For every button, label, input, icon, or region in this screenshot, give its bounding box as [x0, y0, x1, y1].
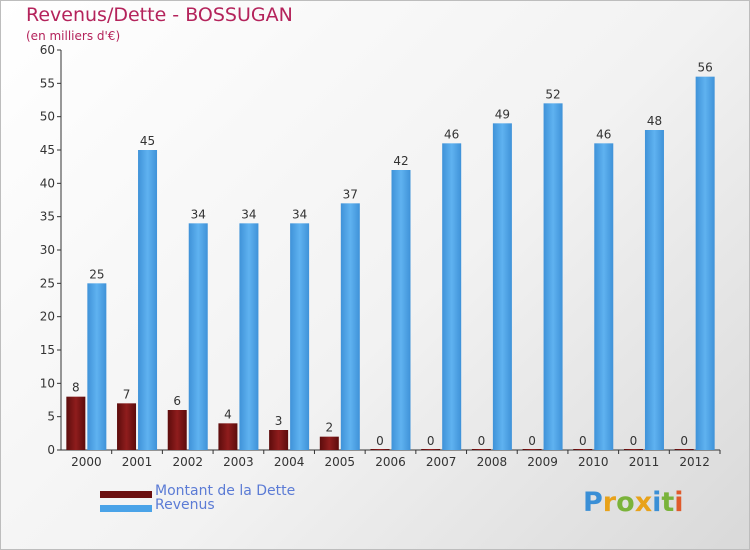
data-label-dette: 0 [478, 434, 486, 448]
x-tick-label: 2005 [325, 455, 356, 469]
bar-revenus [695, 76, 715, 451]
data-label-revenus: 46 [444, 127, 459, 141]
legend-label-revenus: Revenus [155, 497, 215, 513]
data-label-revenus: 46 [596, 127, 611, 141]
data-label-revenus: 52 [545, 87, 560, 101]
logo-letter: r [602, 487, 617, 518]
bar-revenus [543, 103, 563, 450]
bar-dette [522, 449, 542, 450]
data-label-dette: 2 [325, 421, 333, 435]
data-label-revenus: 25 [89, 267, 104, 281]
legend-swatch-revenus [100, 505, 152, 512]
y-tick-label: 60 [40, 43, 55, 57]
x-tick-label: 2000 [71, 455, 102, 469]
data-label-revenus: 34 [241, 207, 256, 221]
data-label-revenus: 49 [495, 107, 510, 121]
data-label-dette: 6 [173, 394, 181, 408]
data-label-dette: 3 [275, 414, 283, 428]
data-label-dette: 0 [528, 434, 536, 448]
bar-dette [218, 423, 238, 450]
x-tick-label: 2008 [477, 455, 508, 469]
bar-dette [370, 449, 390, 450]
bar-dette [674, 449, 694, 450]
data-label-dette: 0 [376, 434, 384, 448]
y-tick-label: 35 [40, 210, 55, 224]
bar-revenus [188, 223, 208, 450]
chart-title: Revenus/Dette - BOSSUGAN [26, 4, 293, 26]
bar-revenus [644, 130, 664, 450]
y-tick-label: 15 [40, 343, 55, 357]
bar-revenus [492, 123, 512, 450]
data-label-revenus: 34 [191, 207, 206, 221]
y-tick-label: 50 [40, 110, 55, 124]
bar-revenus [391, 170, 411, 450]
bar-dette [421, 449, 441, 450]
logo-letter: i [674, 487, 684, 518]
data-label-dette: 7 [123, 387, 131, 401]
proxiti-logo: Proxiti [583, 487, 684, 518]
bar-dette [623, 449, 643, 450]
data-label-dette: 0 [630, 434, 638, 448]
y-tick-label: 45 [40, 143, 55, 157]
data-labels: 8 25 7 45 6 34 4 34 3 34 2 37 0 42 0 46 0 49 0 52 0 46 0 48 0 56 [72, 61, 713, 448]
data-label-dette: 0 [680, 434, 688, 448]
y-tick-label: 55 [40, 76, 55, 90]
y-tick-label: 25 [40, 276, 55, 290]
data-label-revenus: 37 [343, 187, 358, 201]
data-label-dette: 8 [72, 381, 80, 395]
x-tick-label: 2002 [172, 455, 203, 469]
legend-swatch-debt [100, 491, 152, 498]
bar-revenus [340, 203, 360, 450]
x-tick-label: 2001 [122, 455, 153, 469]
data-label-revenus: 56 [698, 61, 713, 75]
x-tick-label: 2004 [274, 455, 305, 469]
bar-dette [471, 449, 491, 450]
x-tick-label: 2003 [223, 455, 254, 469]
bar-dette [573, 449, 593, 450]
x-tick-label: 2012 [679, 455, 710, 469]
data-label-dette: 4 [224, 407, 232, 421]
y-tick-label: 0 [47, 443, 55, 457]
logo-letter: x [634, 487, 653, 518]
data-label-dette: 0 [579, 434, 587, 448]
bar-dette [319, 436, 339, 450]
logo-letter: i [652, 487, 662, 518]
bar-dette [117, 403, 137, 450]
bar-revenus [594, 143, 614, 451]
logo-letter: t [661, 487, 675, 518]
x-tick-label: 2007 [426, 455, 457, 469]
data-label-revenus: 48 [647, 114, 662, 128]
logo-letter: o [616, 487, 635, 518]
bar-dette [66, 396, 86, 450]
x-tick-label: 2011 [629, 455, 660, 469]
logo-letter: P [583, 487, 603, 518]
data-label-dette: 0 [427, 434, 435, 448]
y-tick-label: 20 [40, 310, 55, 324]
y-tick-label: 30 [40, 243, 55, 257]
bar-dette [167, 410, 187, 450]
bar-revenus [87, 283, 107, 450]
data-label-revenus: 34 [292, 207, 307, 221]
x-tick-label: 2006 [375, 455, 406, 469]
bar-revenus [290, 223, 310, 450]
y-tick-label: 40 [40, 176, 55, 190]
data-label-revenus: 45 [140, 134, 155, 148]
legend-label-debt: Montant de la Dette [155, 483, 296, 499]
y-tick-label: 5 [47, 410, 55, 424]
bar-revenus [138, 150, 158, 450]
x-tick-label: 2009 [527, 455, 558, 469]
bar-revenus [239, 223, 259, 450]
data-label-revenus: 42 [393, 154, 408, 168]
bar-revenus [442, 143, 462, 451]
x-tick-label: 2010 [578, 455, 609, 469]
y-tick-label: 10 [40, 376, 55, 390]
chart-subtitle: (en milliers d'€) [26, 29, 121, 43]
bars [66, 76, 715, 451]
bar-dette [269, 430, 289, 450]
